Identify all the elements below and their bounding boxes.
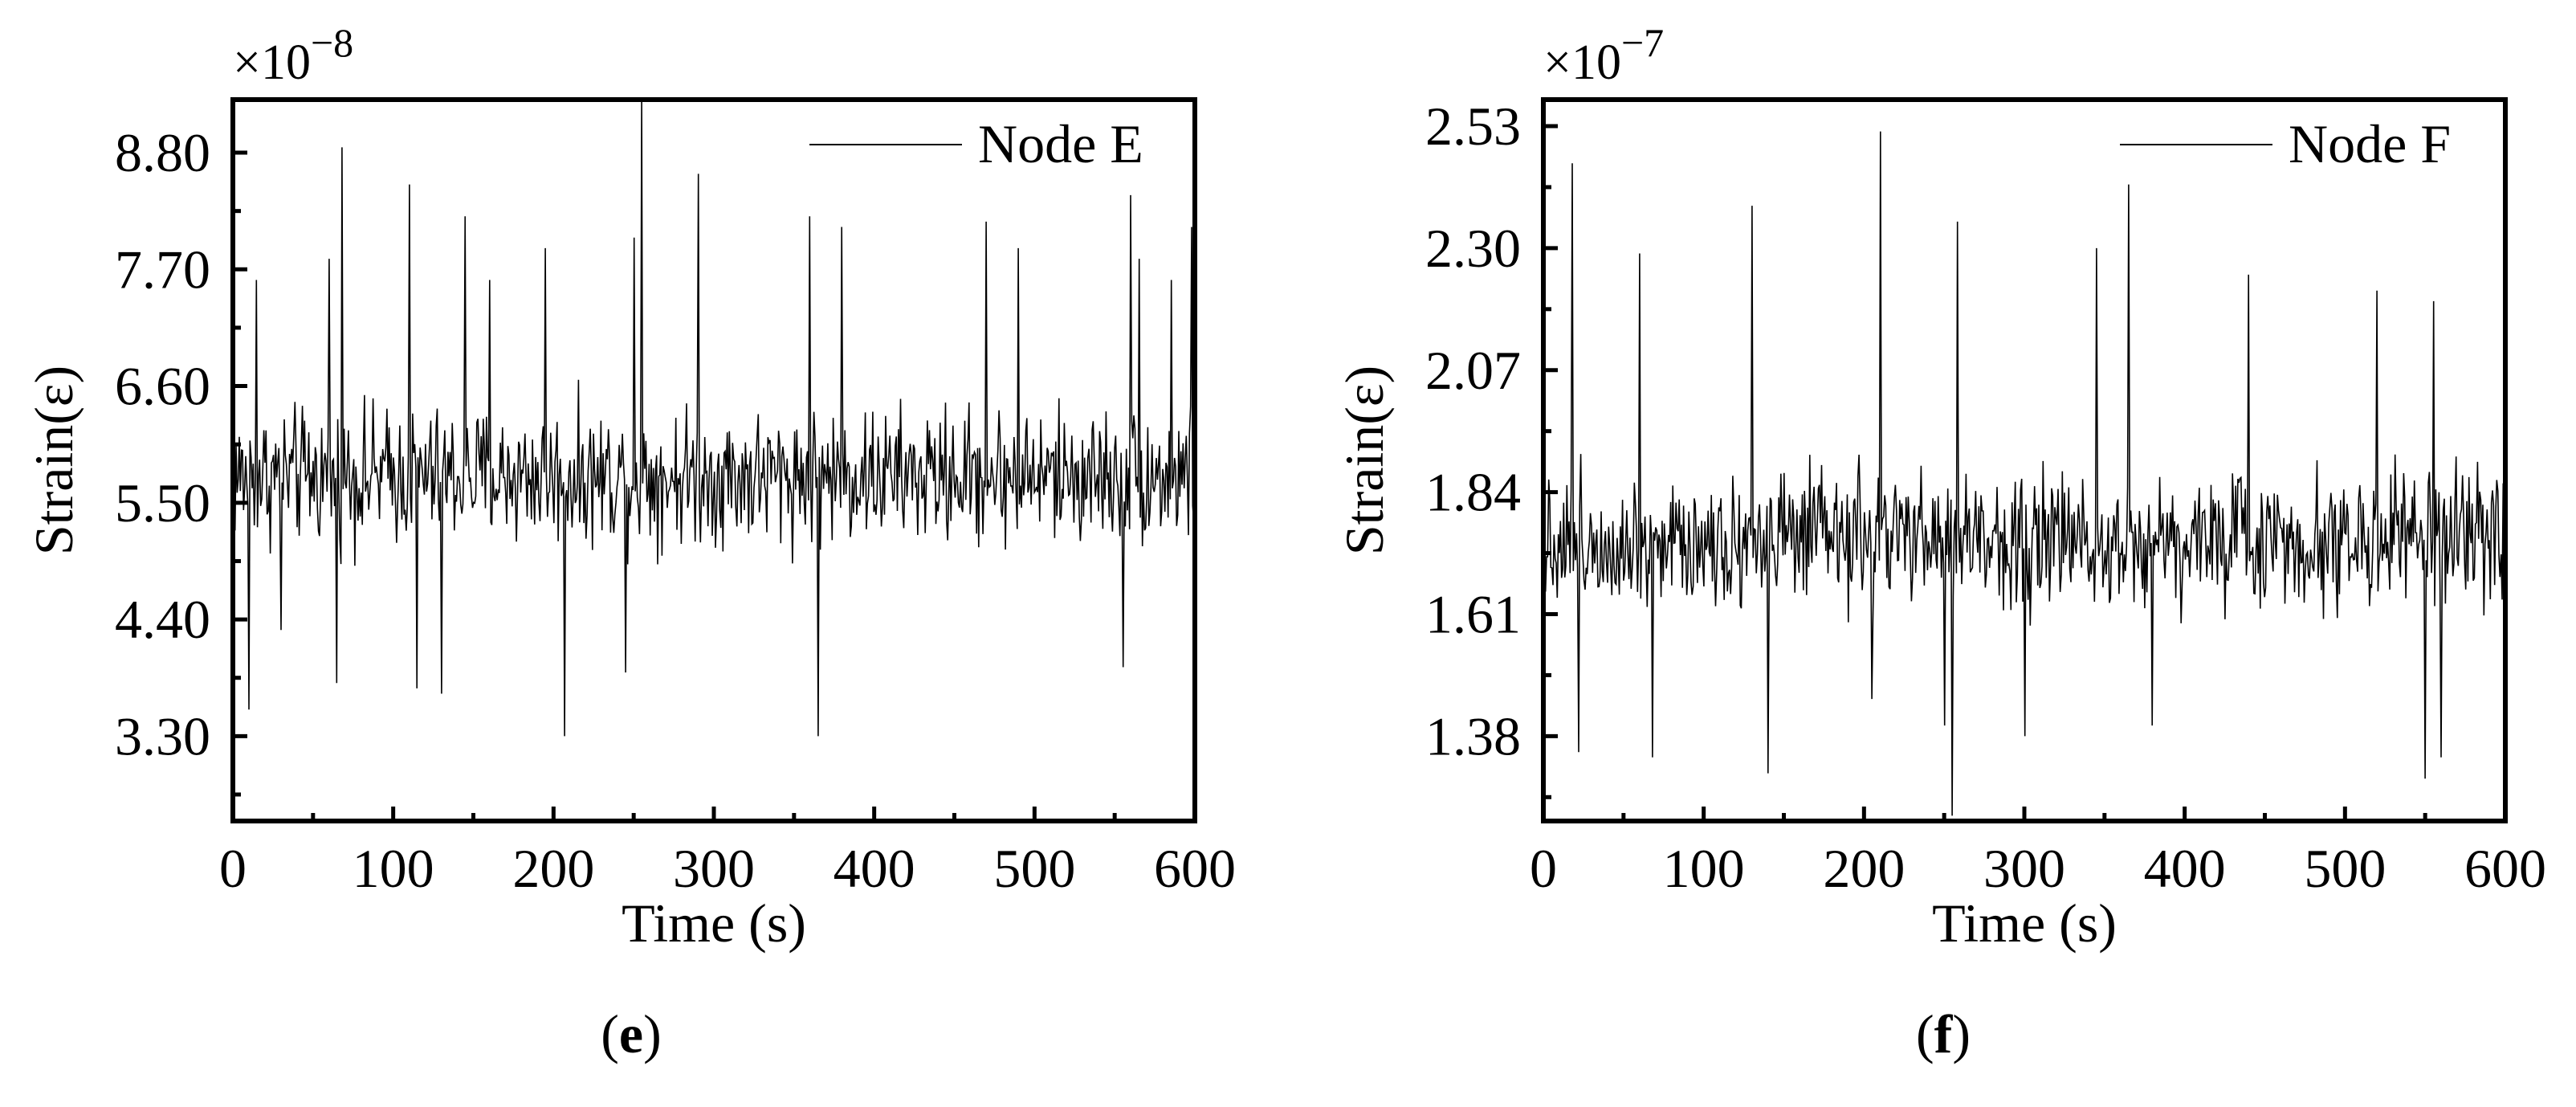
axis-multiplier: ×10−7 [1543, 20, 1664, 90]
x-tick-label: 400 [834, 838, 915, 899]
y-axis-label: Strain(ε) [23, 366, 84, 555]
x-axis-label: Time (s) [622, 893, 806, 954]
x-tick-label: 100 [353, 838, 434, 899]
y-tick-label: 1.84 [1425, 462, 1521, 523]
y-tick-label: 6.60 [115, 356, 210, 417]
panel-caption: (f) [1916, 1003, 1971, 1064]
y-tick-label: 3.30 [115, 705, 210, 766]
y-tick-label: 1.61 [1425, 583, 1521, 644]
legend-label-node-e: Node E [978, 113, 1143, 174]
panel-caption: (e) [601, 1003, 662, 1064]
legend: Node E [809, 113, 1143, 174]
x-tick-label: 300 [673, 838, 755, 899]
panel-letter: e [619, 1003, 643, 1064]
legend-label-node-f: Node F [2289, 113, 2451, 174]
x-tick-label: 300 [1983, 838, 2065, 899]
multiplier-base: ×10 [1543, 35, 1621, 90]
x-tick-label: 400 [2144, 838, 2226, 899]
x-tick-label: 200 [1823, 838, 1905, 899]
y-tick-label: 8.80 [115, 122, 210, 183]
x-tick-label: 600 [1154, 838, 1236, 899]
y-tick-label: 2.30 [1425, 218, 1521, 279]
x-axis-label: Time (s) [1932, 893, 2117, 954]
x-tick-label: 100 [1663, 838, 1745, 899]
x-tick-label: 500 [2304, 838, 2386, 899]
legend: Node F [2120, 113, 2451, 174]
axis-multiplier: ×10−8 [233, 20, 353, 90]
y-tick-label: 5.50 [115, 472, 210, 533]
x-tick-label: 600 [2464, 838, 2546, 899]
multiplier-exponent: −8 [311, 20, 353, 65]
series-line-node-e [233, 100, 1195, 737]
x-tick-label: 0 [219, 838, 247, 899]
y-tick-label: 7.70 [115, 239, 210, 300]
chart-panel-e: 0 100 200 300 400 500 600 3.30 4.40 5.50 6.60 7.70 8… [23, 20, 1236, 1064]
series-line-node-f [1543, 131, 2505, 816]
x-tick-label: 500 [993, 838, 1075, 899]
panel-letter: f [1934, 1003, 1954, 1064]
y-axis-label: Strain(ε) [1334, 366, 1395, 555]
multiplier-base: ×10 [233, 35, 311, 90]
x-tick-label: 0 [1530, 838, 1557, 899]
chart-panel-f: 0 100 200 300 400 500 600 1.38 1.61 1.84 2.07 2.30 2… [1334, 20, 2546, 1064]
x-tick-label: 200 [512, 838, 594, 899]
y-tick-label: 2.07 [1425, 340, 1521, 401]
multiplier-exponent: −7 [1621, 20, 1664, 65]
y-tick-label: 2.53 [1425, 96, 1521, 157]
y-tick-label: 4.40 [115, 589, 210, 650]
y-tick-label: 1.38 [1425, 705, 1521, 766]
